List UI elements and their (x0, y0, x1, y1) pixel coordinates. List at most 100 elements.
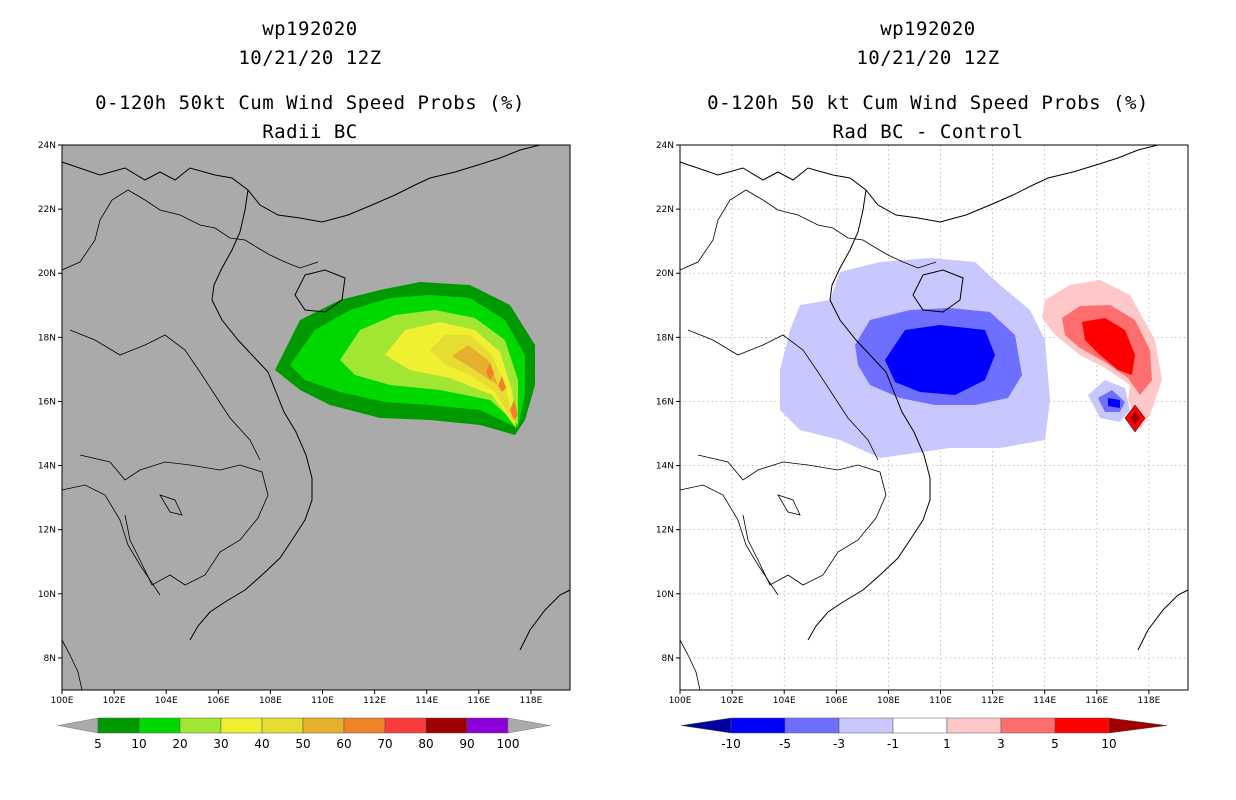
lat-label: 12N (656, 526, 674, 536)
lon-label: 110E (929, 696, 952, 706)
lat-label: 22N (656, 205, 674, 215)
lon-label: 100E (51, 696, 74, 706)
colorbar-swatch (730, 717, 786, 734)
colorbar-label: 1 (943, 737, 951, 751)
lat-label: 8N (662, 654, 674, 664)
colorbar-swatch (466, 717, 509, 734)
lat-label: 12N (38, 526, 56, 536)
colorbar-label: -3 (833, 737, 845, 751)
colorbar-label: 5 (94, 737, 102, 751)
colorbar-label: 60 (336, 737, 351, 751)
colorbar-label: -10 (721, 737, 741, 751)
colorbar-swatch (838, 717, 894, 734)
lon-label: 114E (1033, 696, 1056, 706)
lat-label: 20N (656, 269, 674, 279)
colorbar-swatch (302, 717, 345, 734)
left-title-storm-id: wp192020 (262, 18, 358, 40)
lat-label: 24N (656, 141, 674, 151)
colorbar-swatch (946, 717, 1002, 734)
colorbar-label: 5 (1051, 737, 1059, 751)
left-title-subtitle: Radii BC (262, 121, 358, 143)
colorbar-over-arrow (507, 717, 551, 734)
diff-contour-plus5 (1082, 318, 1135, 375)
colorbar-label: 30 (213, 737, 228, 751)
lat-label: 14N (656, 462, 674, 472)
left-map-frame (61, 144, 571, 691)
colorbar-label: 10 (131, 737, 146, 751)
colorbar-swatch (892, 717, 948, 734)
colorbar-label: 20 (172, 737, 187, 751)
lat-label: 16N (656, 397, 674, 407)
prob-contour-40 (430, 335, 515, 425)
colorbar-swatch (384, 717, 427, 734)
lon-label: 116E (1085, 696, 1108, 706)
lon-label: 104E (773, 696, 796, 706)
right-colorbar: -10 -5 -3 -1 1 3 5 10 (680, 717, 1168, 751)
colorbar-label: 3 (997, 737, 1005, 751)
lat-label: 16N (38, 397, 56, 407)
prob-contour-60 (486, 362, 494, 380)
colorbar-swatch (343, 717, 386, 734)
lon-label: 100E (669, 696, 692, 706)
left-title-product: 0-120h 50kt Cum Wind Speed Probs (%) (95, 92, 525, 114)
colorbar-label: 70 (377, 737, 392, 751)
left-lon-axis: 100E 102E 104E 106E 108E 110E 112E 114E 116E 118E (51, 690, 543, 706)
colorbar-label: -1 (887, 737, 899, 751)
lat-label: 10N (38, 590, 56, 600)
right-lat-axis: 24N 22N 20N 18N 16N 14N 12N 10N 8N (656, 141, 680, 664)
lat-label: 24N (38, 141, 56, 151)
lon-label: 118E (519, 696, 542, 706)
lon-label: 106E (207, 696, 230, 706)
colorbar-over-arrow (1108, 717, 1168, 734)
lat-label: 18N (656, 333, 674, 343)
colorbar-under-arrow (680, 717, 732, 734)
colorbar-label: 80 (418, 737, 433, 751)
left-lat-axis: 24N 22N 20N 18N 16N 14N 12N 10N 8N (38, 141, 62, 664)
lat-label: 10N (656, 590, 674, 600)
lat-label: 18N (38, 333, 56, 343)
lon-label: 106E (825, 696, 848, 706)
colorbar-label: 50 (295, 737, 310, 751)
lon-label: 112E (363, 696, 386, 706)
diff-contour-plus10 (1130, 411, 1140, 425)
prob-contour-60c (510, 400, 518, 420)
prob-contour-50 (452, 345, 498, 385)
lon-label: 102E (721, 696, 744, 706)
lon-label: 114E (415, 696, 438, 706)
colorbar-swatch (1054, 717, 1110, 734)
colorbar-swatch (179, 717, 222, 734)
lat-label: 20N (38, 269, 56, 279)
lon-label: 102E (103, 696, 126, 706)
right-lon-axis: 100E 102E 104E 106E 108E 110E 112E 114E 116E 118E (669, 690, 1161, 706)
prob-contour-60b (498, 376, 506, 392)
right-title-product: 0-120h 50 kt Cum Wind Speed Probs (%) (707, 92, 1149, 114)
colorbar-label: 100 (497, 737, 520, 751)
colorbar-swatch (97, 717, 140, 734)
right-title-storm-id: wp192020 (880, 18, 976, 40)
lat-label: 22N (38, 205, 56, 215)
lon-label: 108E (259, 696, 282, 706)
colorbar-swatch (261, 717, 304, 734)
right-title-date: 10/21/20 12Z (856, 47, 1000, 69)
lon-label: 118E (1137, 696, 1160, 706)
colorbar-swatch (220, 717, 263, 734)
lat-label: 14N (38, 462, 56, 472)
colorbar-label: 40 (254, 737, 269, 751)
colorbar-under-arrow (57, 717, 99, 734)
colorbar-label: -5 (779, 737, 791, 751)
right-map-frame (679, 144, 1189, 691)
lon-label: 110E (311, 696, 334, 706)
colorbar-label: 10 (1101, 737, 1116, 751)
diff-contour-minus5 (885, 325, 995, 395)
colorbar-swatch (1000, 717, 1056, 734)
left-colorbar: 5 10 20 30 40 50 60 70 80 90 100 (57, 717, 551, 751)
colorbar-label: 90 (459, 737, 474, 751)
lon-label: 116E (467, 696, 490, 706)
colorbar-swatch (138, 717, 181, 734)
lon-label: 108E (877, 696, 900, 706)
lat-label: 8N (44, 654, 56, 664)
left-title-date: 10/21/20 12Z (238, 47, 382, 69)
right-title-subtitle: Rad BC - Control (832, 121, 1024, 143)
